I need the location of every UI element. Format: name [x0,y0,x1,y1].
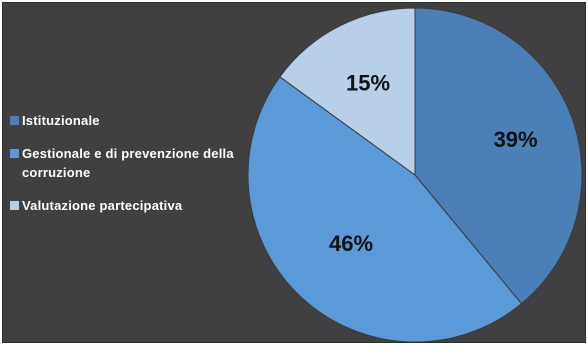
legend-item: Istituzionale [10,111,250,130]
slice-data-label: 15% [346,71,390,96]
legend-swatch [10,149,19,158]
pie-chart: 39% 46% 15% [247,7,583,342]
legend-item: Gestionale e di prevenzione della corruz… [10,144,250,182]
slice-data-label: 46% [329,231,373,256]
legend-label: Istituzionale [22,113,100,128]
legend-label: Gestionale e di prevenzione della corruz… [22,146,234,180]
legend-label: Valutazione partecipativa [22,198,183,213]
legend-item: Valutazione partecipativa [10,196,250,215]
legend: Istituzionale Gestionale e di prevenzion… [10,111,250,229]
legend-swatch [10,116,19,125]
pie-slice [247,76,523,342]
pie-slice [414,7,583,305]
pie-slice [279,7,416,176]
slice-data-label: 39% [494,127,538,152]
legend-swatch [10,201,19,210]
